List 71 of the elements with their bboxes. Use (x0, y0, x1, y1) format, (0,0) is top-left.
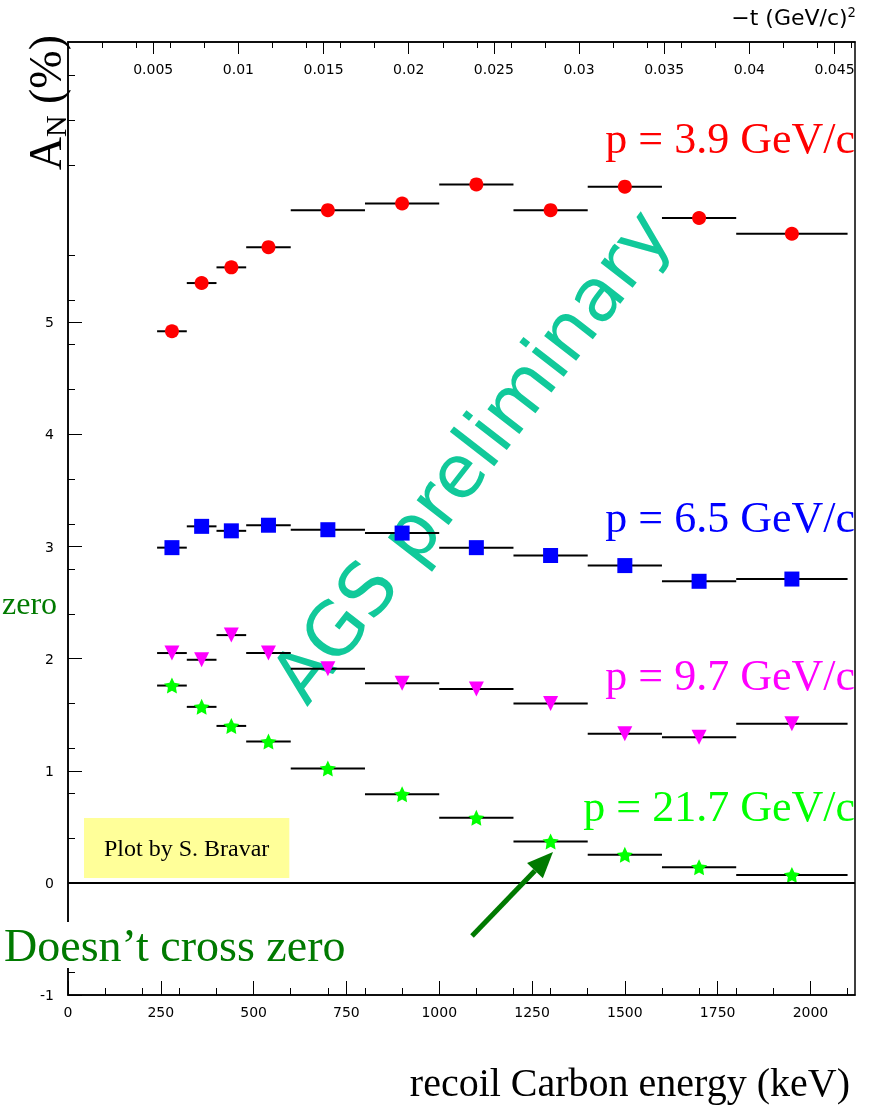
point (468, 681, 484, 697)
point (691, 859, 708, 876)
y-tick-label: 4 (45, 426, 55, 443)
x2-tick-label: 0.04 (733, 61, 766, 77)
annotation: Doesn’t cross zero (4, 919, 346, 971)
y-tick-label: 0 (45, 874, 54, 891)
point (164, 540, 180, 556)
point (193, 698, 210, 715)
x2-tick-label: 0.005 (133, 61, 174, 77)
point (261, 240, 276, 255)
x-axis-title: recoil Carbon energy (keV) (409, 1059, 851, 1105)
point (223, 523, 239, 539)
point (395, 196, 410, 211)
point (691, 729, 707, 745)
x-tick-label: 1000 (421, 1004, 458, 1020)
y-tick-label: 3 (45, 538, 54, 555)
x2-tick-label: 0.045 (814, 61, 855, 77)
point (194, 518, 210, 534)
x-tick-label: 0 (63, 1004, 73, 1020)
x-tick-label: 250 (147, 1004, 175, 1020)
point (223, 627, 239, 643)
x-tick-label: 1500 (607, 1004, 643, 1020)
point (394, 675, 410, 691)
point (617, 726, 633, 742)
x2-tick-label: 0.015 (303, 61, 344, 77)
x2-tick-label: 0.025 (473, 61, 514, 77)
annotation: Plot by S. Bravar (104, 835, 270, 861)
x-tick-label: 500 (240, 1004, 267, 1020)
x-tick-label: 1250 (514, 1004, 550, 1020)
y-tick-label: 1 (45, 762, 54, 779)
point (194, 276, 209, 291)
point (164, 324, 179, 339)
x2-tick-label: 0.02 (393, 61, 425, 77)
point (616, 846, 633, 863)
y-axis-title: AN (%) (19, 34, 72, 171)
x2-tick-label: 0.03 (563, 61, 595, 77)
y-tick-label: 2 (45, 650, 54, 667)
point (468, 809, 485, 826)
point (224, 260, 239, 275)
point (320, 203, 335, 218)
point (260, 733, 277, 750)
x-tick-label: 1750 (699, 1004, 736, 1020)
x2-tick-label: 0.01 (222, 61, 254, 77)
x2-tick-label: 0.035 (644, 61, 685, 77)
point (319, 760, 336, 777)
point (164, 645, 180, 661)
point (692, 211, 707, 226)
point (320, 522, 336, 538)
point (783, 867, 800, 884)
point (223, 717, 240, 734)
point (469, 177, 484, 192)
point (163, 677, 180, 694)
point (543, 695, 559, 711)
point (194, 652, 210, 668)
point (784, 716, 800, 732)
point (784, 571, 800, 587)
point (784, 226, 799, 241)
x-tick-label: 2000 (792, 1004, 829, 1020)
series-label: p = 3.9 GeV/c (605, 114, 855, 164)
point (394, 786, 411, 803)
y-tick-label: 5 (45, 314, 54, 331)
series-label: p = 9.7 GeV/c (605, 651, 855, 701)
point (260, 517, 276, 533)
series-label: p = 21.7 GeV/c (583, 782, 855, 832)
y-tick-label: -1 (40, 987, 54, 1003)
point (691, 573, 707, 589)
point (542, 833, 559, 850)
point (617, 179, 632, 194)
x-tick-label: 750 (333, 1004, 360, 1020)
point (260, 645, 276, 661)
text: zero (2, 585, 58, 621)
